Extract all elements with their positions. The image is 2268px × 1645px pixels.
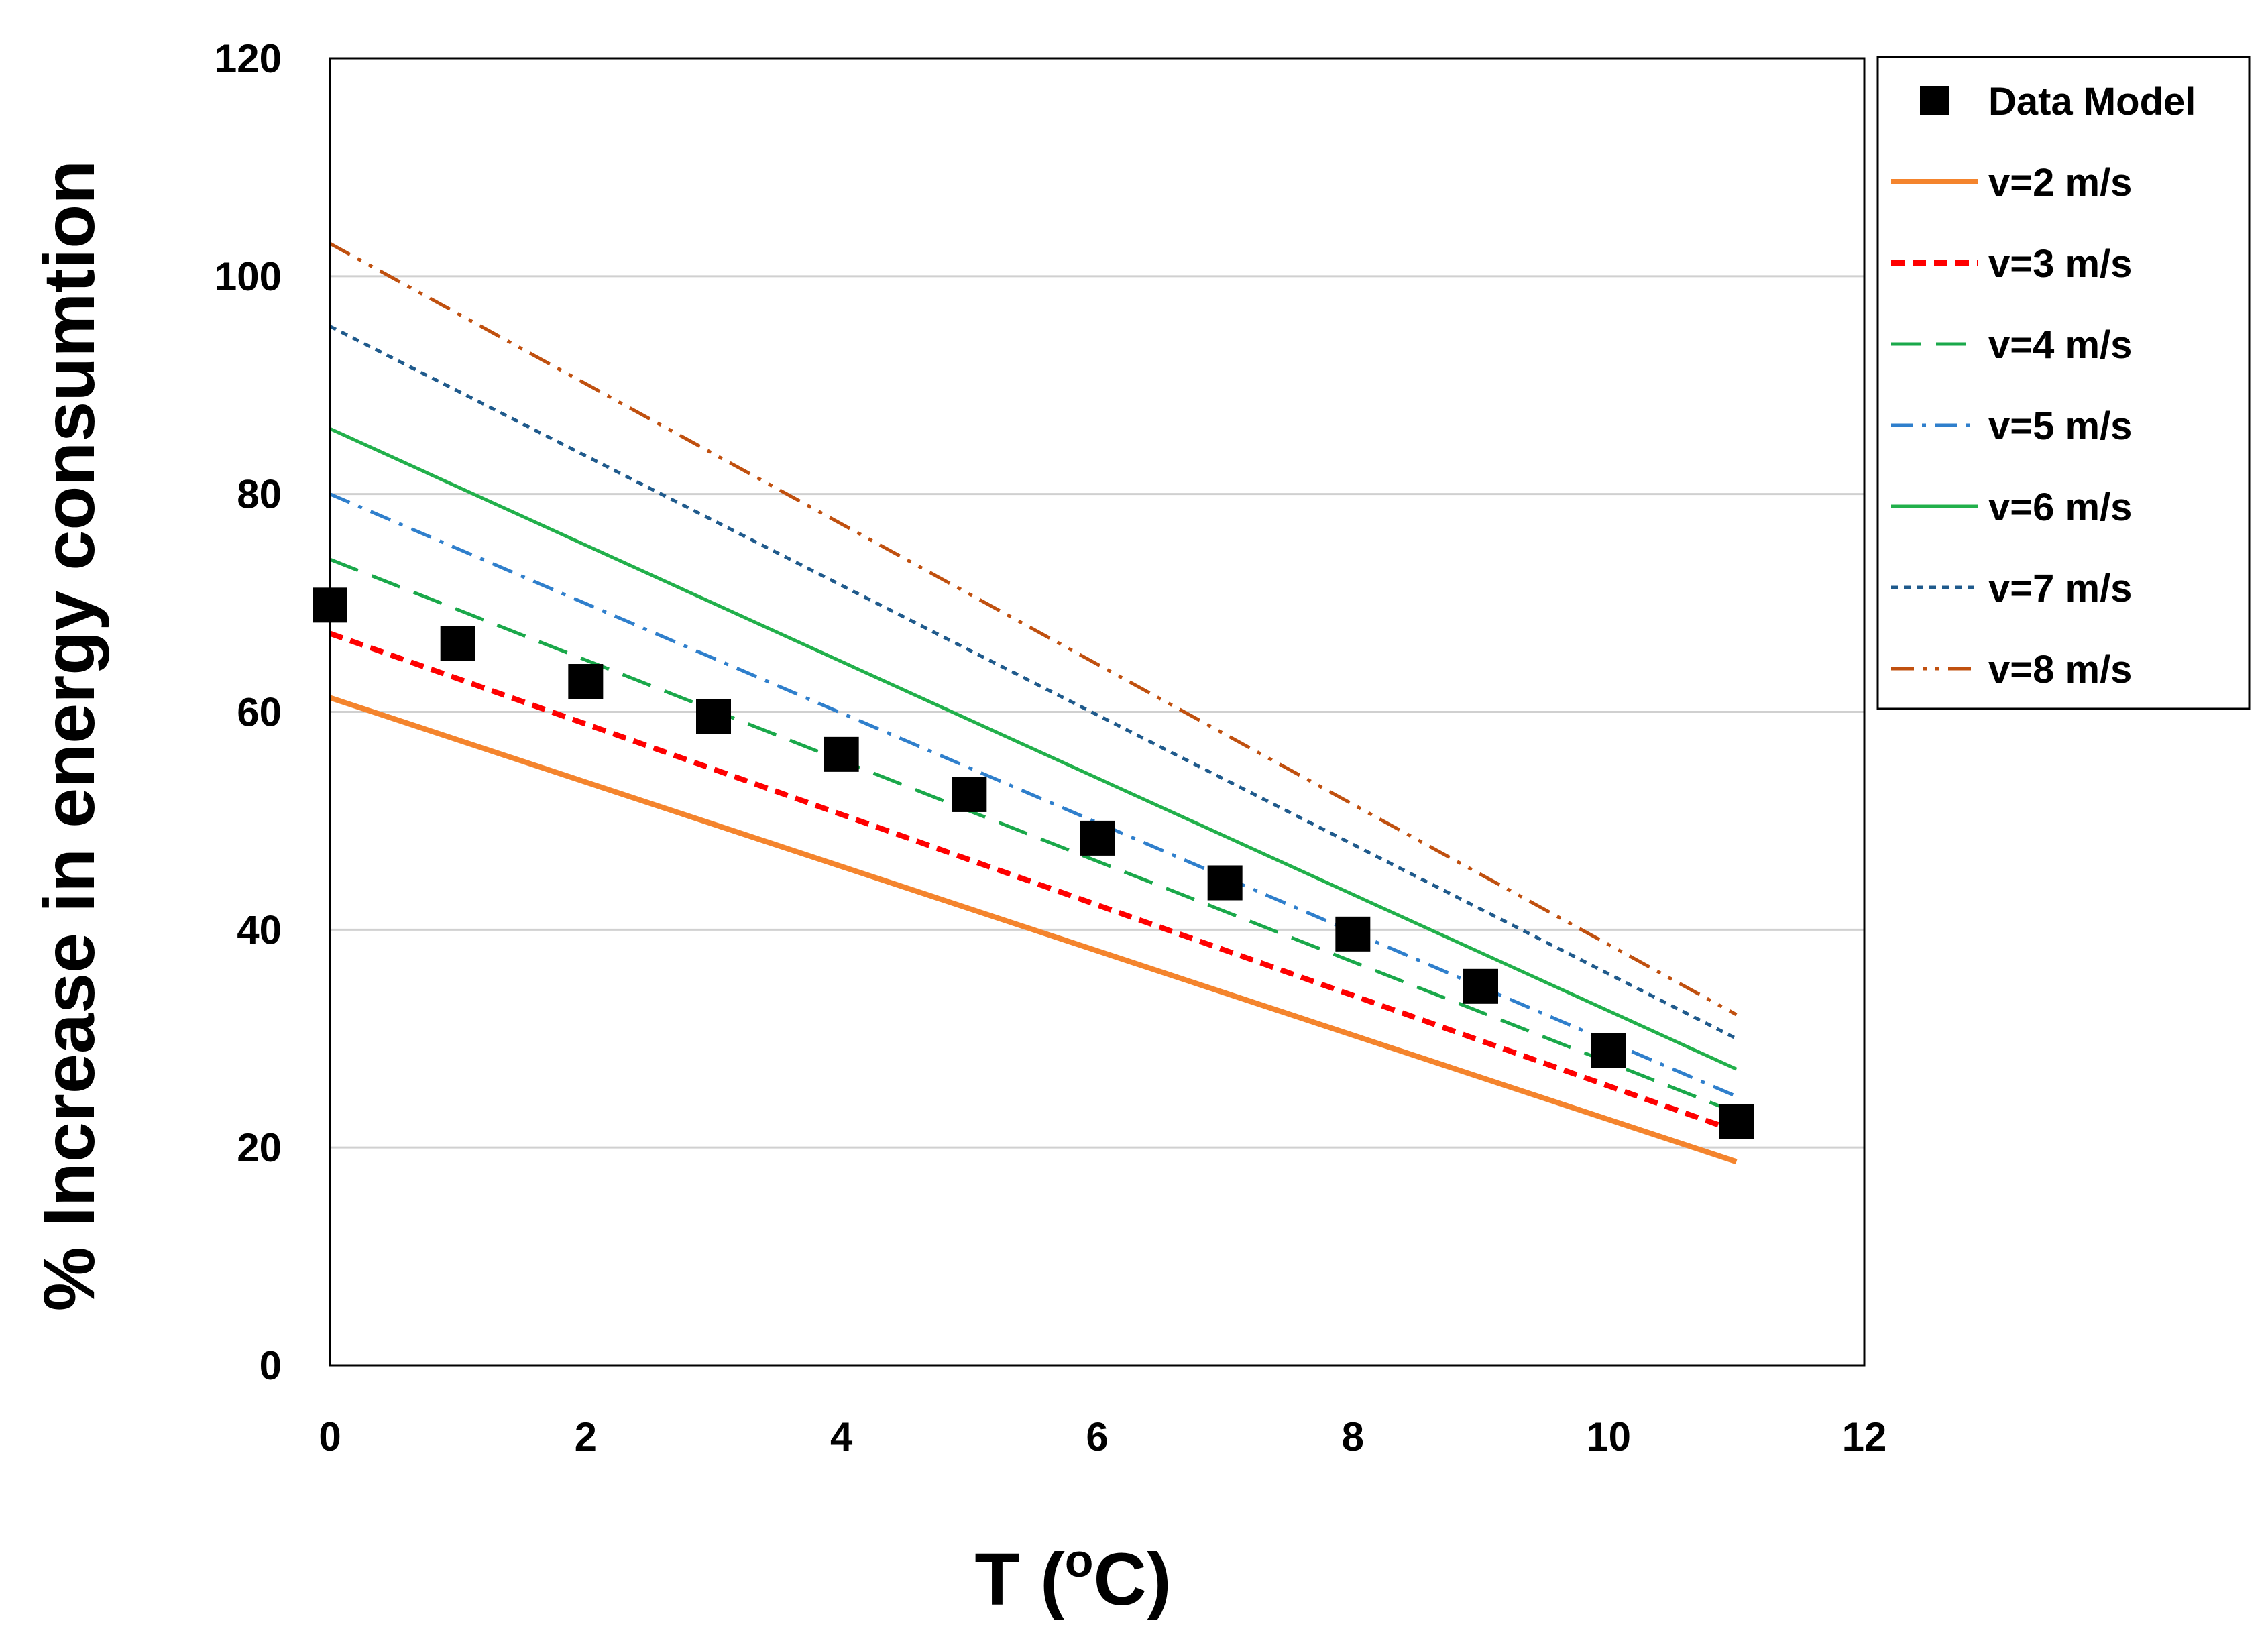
legend-label: v=8 m/s	[1988, 648, 2132, 691]
y-tick-label: 20	[237, 1125, 282, 1170]
legend-label: v=3 m/s	[1988, 242, 2132, 286]
data-model-point	[1335, 916, 1371, 952]
data-model-point	[1080, 820, 1115, 856]
x-tick-label: 12	[1842, 1414, 1887, 1459]
legend-label: v=5 m/s	[1988, 404, 2132, 448]
data-model-point	[568, 664, 604, 699]
data-model-point	[824, 736, 859, 772]
data-model-point	[1207, 865, 1243, 901]
data-model-point	[1719, 1104, 1754, 1139]
y-tick-labels: 0 20 40 60 80 100 120	[215, 36, 282, 1388]
legend-label: v=6 m/s	[1988, 486, 2132, 529]
data-model-point	[1591, 1033, 1626, 1068]
data-model-point	[952, 777, 987, 812]
y-tick-label: 0	[260, 1343, 282, 1388]
series-line-v-6-m-s	[329, 427, 1738, 1071]
series-line-v-7-m-s	[329, 325, 1738, 1040]
legend-label: v=7 m/s	[1988, 567, 2132, 610]
series-line-v-3-m-s	[329, 630, 1738, 1134]
data-model-point	[440, 626, 475, 661]
x-tick-label: 2	[575, 1414, 597, 1459]
series-line-v-4-m-s	[329, 557, 1738, 1115]
legend: Data Model v=2 m/s v=3 m/s v=4 m/s v=5 m/s v=…	[1891, 80, 2196, 691]
data-model-markers	[313, 587, 1754, 1139]
y-tick-label: 100	[215, 254, 282, 299]
x-tick-label: 10	[1586, 1414, 1631, 1459]
data-model-point	[696, 698, 731, 734]
y-tick-label: 80	[237, 472, 282, 517]
series-lines	[329, 241, 1738, 1165]
y-tick-label: 120	[215, 36, 282, 81]
gridlines	[330, 275, 1864, 1149]
x-axis-title-end: C)	[1094, 1538, 1172, 1621]
x-axis-title-sup: o	[1065, 1534, 1094, 1587]
data-model-point	[1463, 968, 1498, 1004]
series-line-v-2-m-s	[329, 695, 1738, 1165]
series-line-v-8-m-s	[329, 241, 1738, 1017]
y-tick-label: 60	[237, 690, 282, 735]
x-tick-label: 0	[319, 1414, 341, 1459]
x-tick-label: 6	[1086, 1414, 1108, 1459]
y-axis-title: % Increase in energy consumtion	[28, 160, 109, 1312]
series-line-v-5-m-s	[329, 492, 1738, 1098]
legend-label-data-model: Data Model	[1988, 80, 2196, 123]
x-axis-title-main: T (	[974, 1538, 1065, 1621]
legend-marker-data-model	[1920, 86, 1949, 115]
x-tick-labels: 0 2 4 6 8 10 12	[319, 1414, 1886, 1459]
x-tick-label: 4	[830, 1414, 853, 1459]
x-axis-title: T (oC)	[974, 1534, 1171, 1621]
plot-area-frame	[329, 57, 1866, 1367]
y-tick-label: 40	[237, 907, 282, 952]
legend-label: v=2 m/s	[1988, 161, 2132, 205]
legend-label: v=4 m/s	[1988, 323, 2132, 367]
legend-box	[1876, 56, 2251, 710]
x-tick-label: 8	[1342, 1414, 1364, 1459]
